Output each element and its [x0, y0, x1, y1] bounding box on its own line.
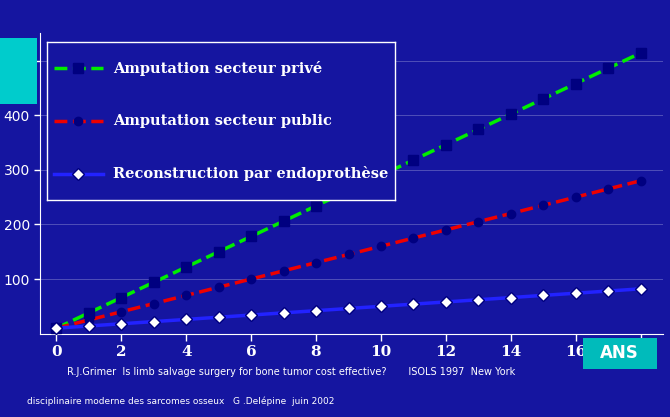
Text: ANS: ANS [600, 344, 639, 362]
Text: R.J.Grimer  Is limb salvage surgery for bone tumor cost effective?       ISOLS 1: R.J.Grimer Is limb salvage surgery for b… [67, 367, 515, 377]
Text: Amputation secteur privé: Amputation secteur privé [113, 60, 322, 75]
Text: Amputation secteur public: Amputation secteur public [113, 114, 332, 128]
Text: Reconstruction par endoprothèse: Reconstruction par endoprothèse [113, 166, 389, 181]
Text: disciplinaire moderne des sarcomes osseux   G .Delépine  juin 2002: disciplinaire moderne des sarcomes osseu… [27, 397, 334, 407]
